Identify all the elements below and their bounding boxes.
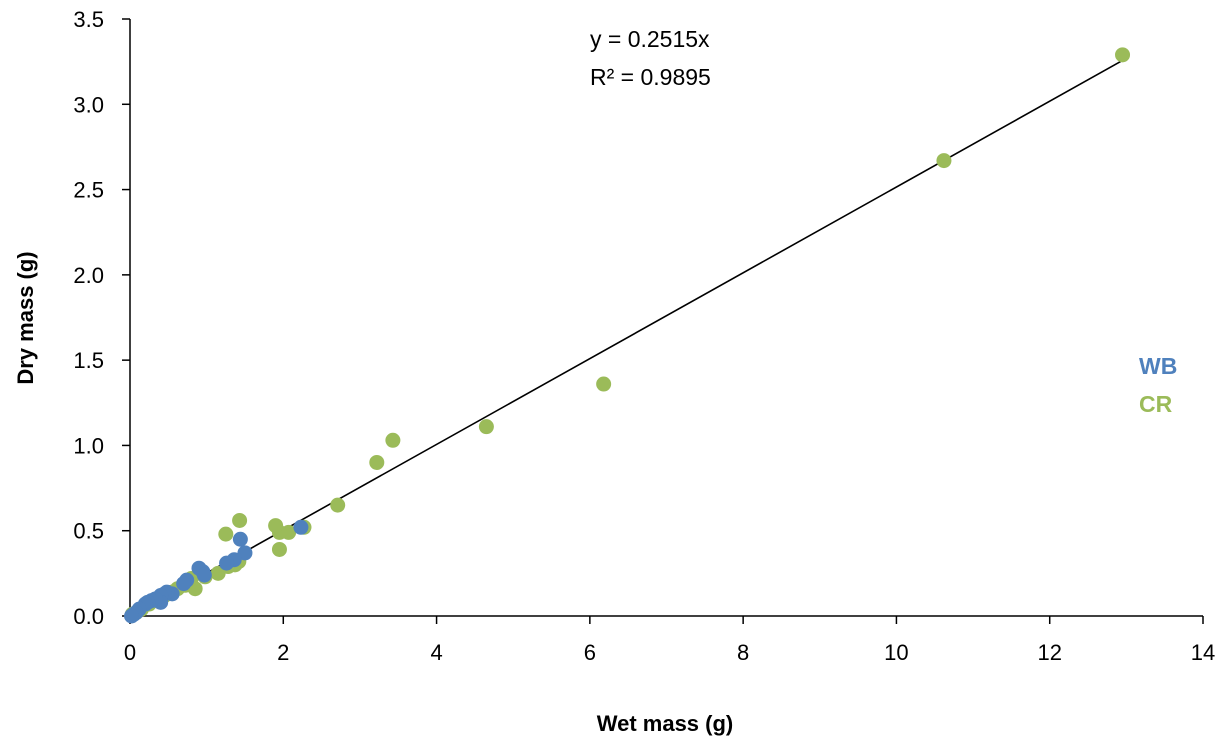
x-tick-label: 8 <box>737 640 749 665</box>
x-tick-label: 12 <box>1037 640 1061 665</box>
data-point-cr <box>936 153 952 169</box>
y-axis-title: Dry mass (g) <box>13 251 38 384</box>
data-point-cr <box>210 565 226 581</box>
y-tick-label: 1.5 <box>73 348 104 373</box>
y-tick-label: 2.5 <box>73 178 104 203</box>
y-tick-label: 3.0 <box>73 92 104 117</box>
x-axis-title: Wet mass (g) <box>597 711 734 736</box>
data-point-wb <box>124 608 140 624</box>
x-tick-label: 0 <box>124 640 136 665</box>
trendline-r-squared: R² = 0.9895 <box>590 64 711 90</box>
x-tick-label: 4 <box>430 640 442 665</box>
legend-entry-cr: CR <box>1139 391 1173 417</box>
x-tick-label: 6 <box>584 640 596 665</box>
data-point-cr <box>596 376 612 392</box>
y-tick-label: 3.5 <box>73 7 104 32</box>
data-point-wb <box>293 519 309 535</box>
y-tick-label: 1.0 <box>73 433 104 458</box>
data-point-cr <box>271 541 287 557</box>
x-tick-label: 2 <box>277 640 289 665</box>
trendline-equation: y = 0.2515x <box>590 26 710 52</box>
legend-entry-wb: WB <box>1139 353 1177 379</box>
x-tick-label: 10 <box>884 640 908 665</box>
data-point-wb <box>219 555 235 571</box>
x-tick-label: 14 <box>1191 640 1215 665</box>
data-point-cr <box>369 454 385 470</box>
data-point-cr <box>385 432 401 448</box>
y-tick-label: 2.0 <box>73 263 104 288</box>
data-point-wb <box>176 576 192 592</box>
data-point-cr <box>478 419 494 435</box>
data-point-cr <box>1115 47 1131 63</box>
data-points <box>124 47 1131 624</box>
ticks: 0 2 4 6 8 10 12 14 0.0 0.5 1.0 1.5 2.0 2.5 3.0 3.5 <box>73 7 1215 665</box>
data-point-wb <box>232 531 248 547</box>
data-point-cr <box>268 518 284 534</box>
y-tick-label: 0.0 <box>73 604 104 629</box>
data-point-cr <box>232 512 248 528</box>
data-point-cr <box>218 526 234 542</box>
data-point-cr <box>330 497 346 513</box>
axes <box>129 19 1203 617</box>
y-tick-label: 0.5 <box>73 519 104 544</box>
data-point-wb <box>196 567 212 583</box>
data-point-wb <box>237 545 253 561</box>
